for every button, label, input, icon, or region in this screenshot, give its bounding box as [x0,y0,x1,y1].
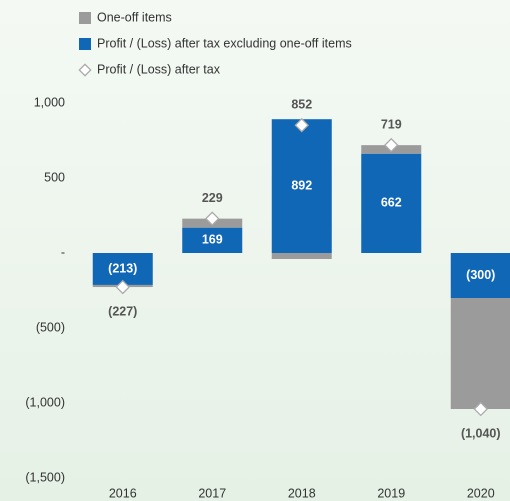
marker [115,279,131,295]
marker [383,137,399,153]
total-label: 719 [381,117,402,131]
data-label: 169 [202,233,223,247]
legend-label: Profit / (Loss) after tax excluding one-… [97,36,352,50]
y-tick-label: (1,000) [25,395,65,409]
y-tick-label: (1,500) [25,470,65,484]
bar [450,253,510,298]
x-tick-label: 2019 [377,486,405,500]
marker [473,401,489,417]
x-tick-label: 2020 [467,486,495,500]
legend-label: Profit / (Loss) after tax [97,62,221,76]
y-tick-label: 500 [44,170,65,184]
x-tick-label: 2018 [288,486,316,500]
x-tick-label: 2016 [109,486,137,500]
data-label: 662 [381,196,402,210]
bar [361,153,422,253]
bar [450,298,510,409]
total-label: 852 [291,97,312,111]
total-label: (1,040) [461,426,501,440]
data-label: 892 [291,178,312,192]
marker [294,117,310,133]
y-tick-label: 1,000 [34,95,65,109]
bar [182,227,243,253]
bar [271,119,332,253]
x-tick-label: 2017 [198,486,226,500]
bar [92,253,153,285]
total-label: (227) [108,304,137,318]
legend-swatch [79,12,91,24]
total-label: 229 [202,191,223,205]
legend-label: One-off items [97,10,172,24]
marker [204,211,220,226]
y-tick-label: - [61,245,65,259]
bar [271,253,332,259]
legend-marker [78,63,92,77]
data-label: (213) [108,261,137,275]
y-tick-label: (500) [36,320,65,334]
data-label: (300) [466,268,495,282]
legend-swatch [79,38,91,50]
